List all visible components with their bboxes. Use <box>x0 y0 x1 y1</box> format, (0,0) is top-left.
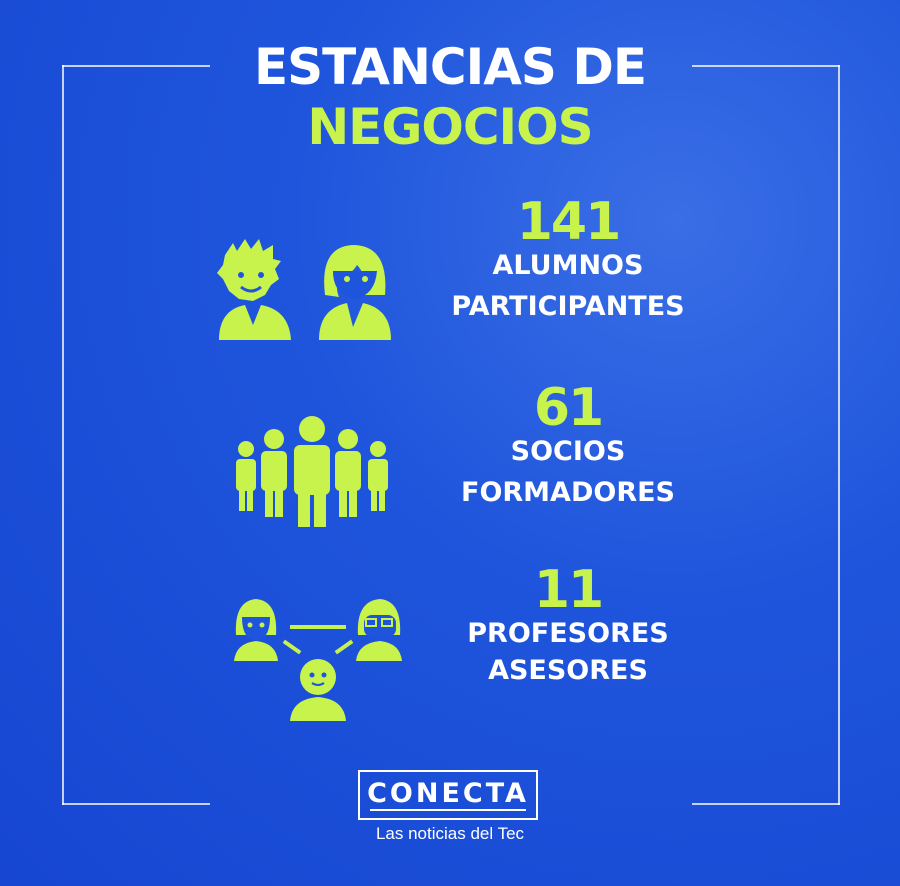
stat-label-1: ALUMNOS <box>492 250 644 281</box>
stat-value: 11 <box>533 560 604 620</box>
frame-right <box>838 65 840 805</box>
title-line-2: NEGOCIOS <box>307 98 593 156</box>
title-line-1: ESTANCIAS DE <box>253 38 647 96</box>
frame-top-right <box>692 65 840 67</box>
group-people-icon <box>236 416 388 527</box>
frame-bottom-left <box>62 803 210 805</box>
stat-students: 141 ALUMNOS PARTICIPANTES <box>418 192 718 322</box>
students-icon <box>217 239 391 340</box>
stat-label-1: PROFESORES <box>467 618 669 649</box>
stat-professors: 11 PROFESORES ASESORES <box>418 560 718 686</box>
advisors-network-icon <box>234 599 402 721</box>
frame-top-left <box>62 65 210 67</box>
stat-label-1: SOCIOS <box>510 436 626 467</box>
stat-label-2: FORMADORES <box>461 477 675 508</box>
frame-left <box>62 65 64 805</box>
stat-value: 61 <box>533 378 604 438</box>
logo-tagline: Las noticias del Tec <box>375 824 525 843</box>
stat-label-2: PARTICIPANTES <box>451 291 685 322</box>
frame-bottom-right <box>692 803 840 805</box>
stat-partners: 61 SOCIOS FORMADORES <box>418 378 718 508</box>
stat-value: 141 <box>516 192 622 252</box>
logo-name: CONECTA <box>367 778 529 809</box>
conecta-logo: CONECTA <box>358 770 538 820</box>
stat-label-2: ASESORES <box>488 655 648 686</box>
logo-underline <box>370 809 526 811</box>
